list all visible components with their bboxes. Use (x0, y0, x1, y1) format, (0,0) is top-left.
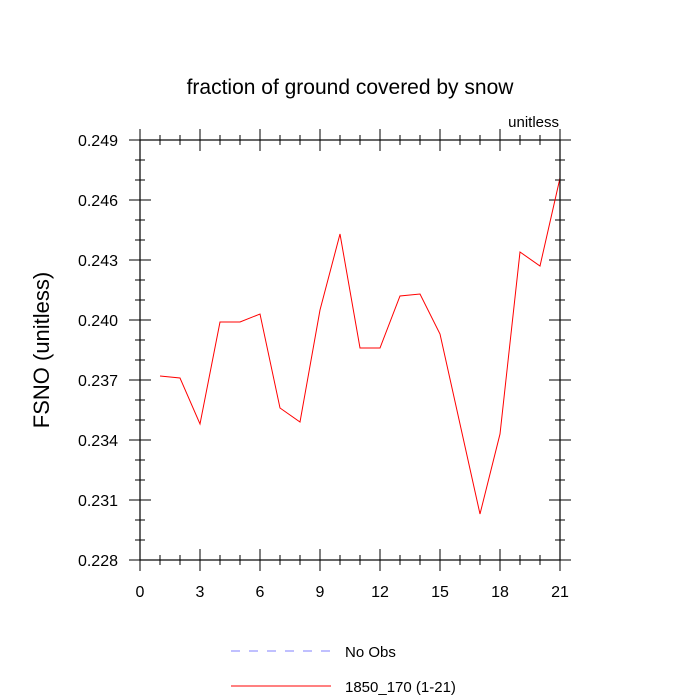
y-tick-label: 0.240 (78, 313, 118, 330)
x-tick-label: 21 (551, 584, 569, 601)
x-tick-label: 3 (196, 584, 205, 601)
plot-frame (139, 139, 561, 561)
y-tick-label: 0.231 (78, 493, 118, 510)
x-tick-label: 15 (431, 584, 449, 601)
axis-ticks (129, 129, 571, 571)
legend-label-no-obs: No Obs (345, 644, 396, 661)
legend-label-1850-170: 1850_170 (1-21) (345, 679, 456, 696)
x-tick-label: 6 (256, 584, 265, 601)
chart-title: fraction of ground covered by snow (187, 76, 515, 99)
y-tick-label: 0.228 (78, 553, 118, 570)
y-tick-label: 0.246 (78, 193, 118, 210)
legend: No Obs 1850_170 (1-21) (231, 644, 456, 696)
y-axis-label: FSNO (unitless) (29, 272, 54, 428)
x-tick-label: 9 (316, 584, 325, 601)
series-line (159, 177, 561, 515)
x-tick-label: 12 (371, 584, 389, 601)
axis-tick-labels: 0 3 6 9 12 15 18 21 0.228 0.231 0.234 0.237 0.240 0.2… (78, 133, 569, 601)
x-tick-label: 18 (491, 584, 509, 601)
y-tick-label: 0.237 (78, 373, 118, 390)
x-tick-label: 0 (136, 584, 145, 601)
chart-subtitle: unitless (508, 114, 559, 131)
y-tick-label: 0.243 (78, 253, 118, 270)
series-layer (159, 177, 561, 515)
y-tick-label: 0.234 (78, 433, 118, 450)
y-tick-label: 0.249 (78, 133, 118, 150)
